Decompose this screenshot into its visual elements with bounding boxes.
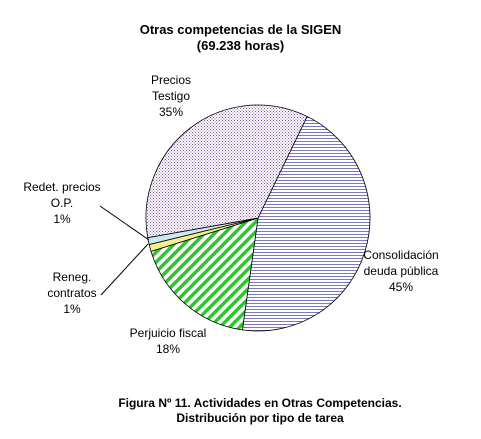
- slice-precios-testigo: [145, 104, 308, 239]
- chart-title: Otras competencias de la SIGEN: [139, 22, 342, 37]
- figure-caption-line2: Distribución por tipo de tarea: [176, 411, 344, 425]
- slice-perjuicio-fiscal-label: Perjuicio fiscal 18%: [130, 326, 207, 356]
- slice-consolidacion: [241, 115, 371, 332]
- slice-redet-precios-leader-line: [99, 205, 150, 241]
- slice-consolidacion-label: Consolidación deuda pública 45%: [363, 248, 438, 294]
- slice-redet-precios-label: Redet. precios O.P. 1%: [23, 180, 100, 226]
- chart-subtitle: (69.238 horas): [196, 38, 285, 53]
- figure-caption-line1: Figura Nº 11. Actividades en Otras Compe…: [118, 396, 402, 410]
- slice-perjuicio-fiscal: [150, 217, 259, 331]
- slice-precios-testigo-label: Precios Testigo 35%: [151, 73, 191, 119]
- slice-reneg-contratos-label: Reneg. contratos 1%: [47, 270, 96, 316]
- slice-reneg-contratos-leader-line: [100, 243, 149, 296]
